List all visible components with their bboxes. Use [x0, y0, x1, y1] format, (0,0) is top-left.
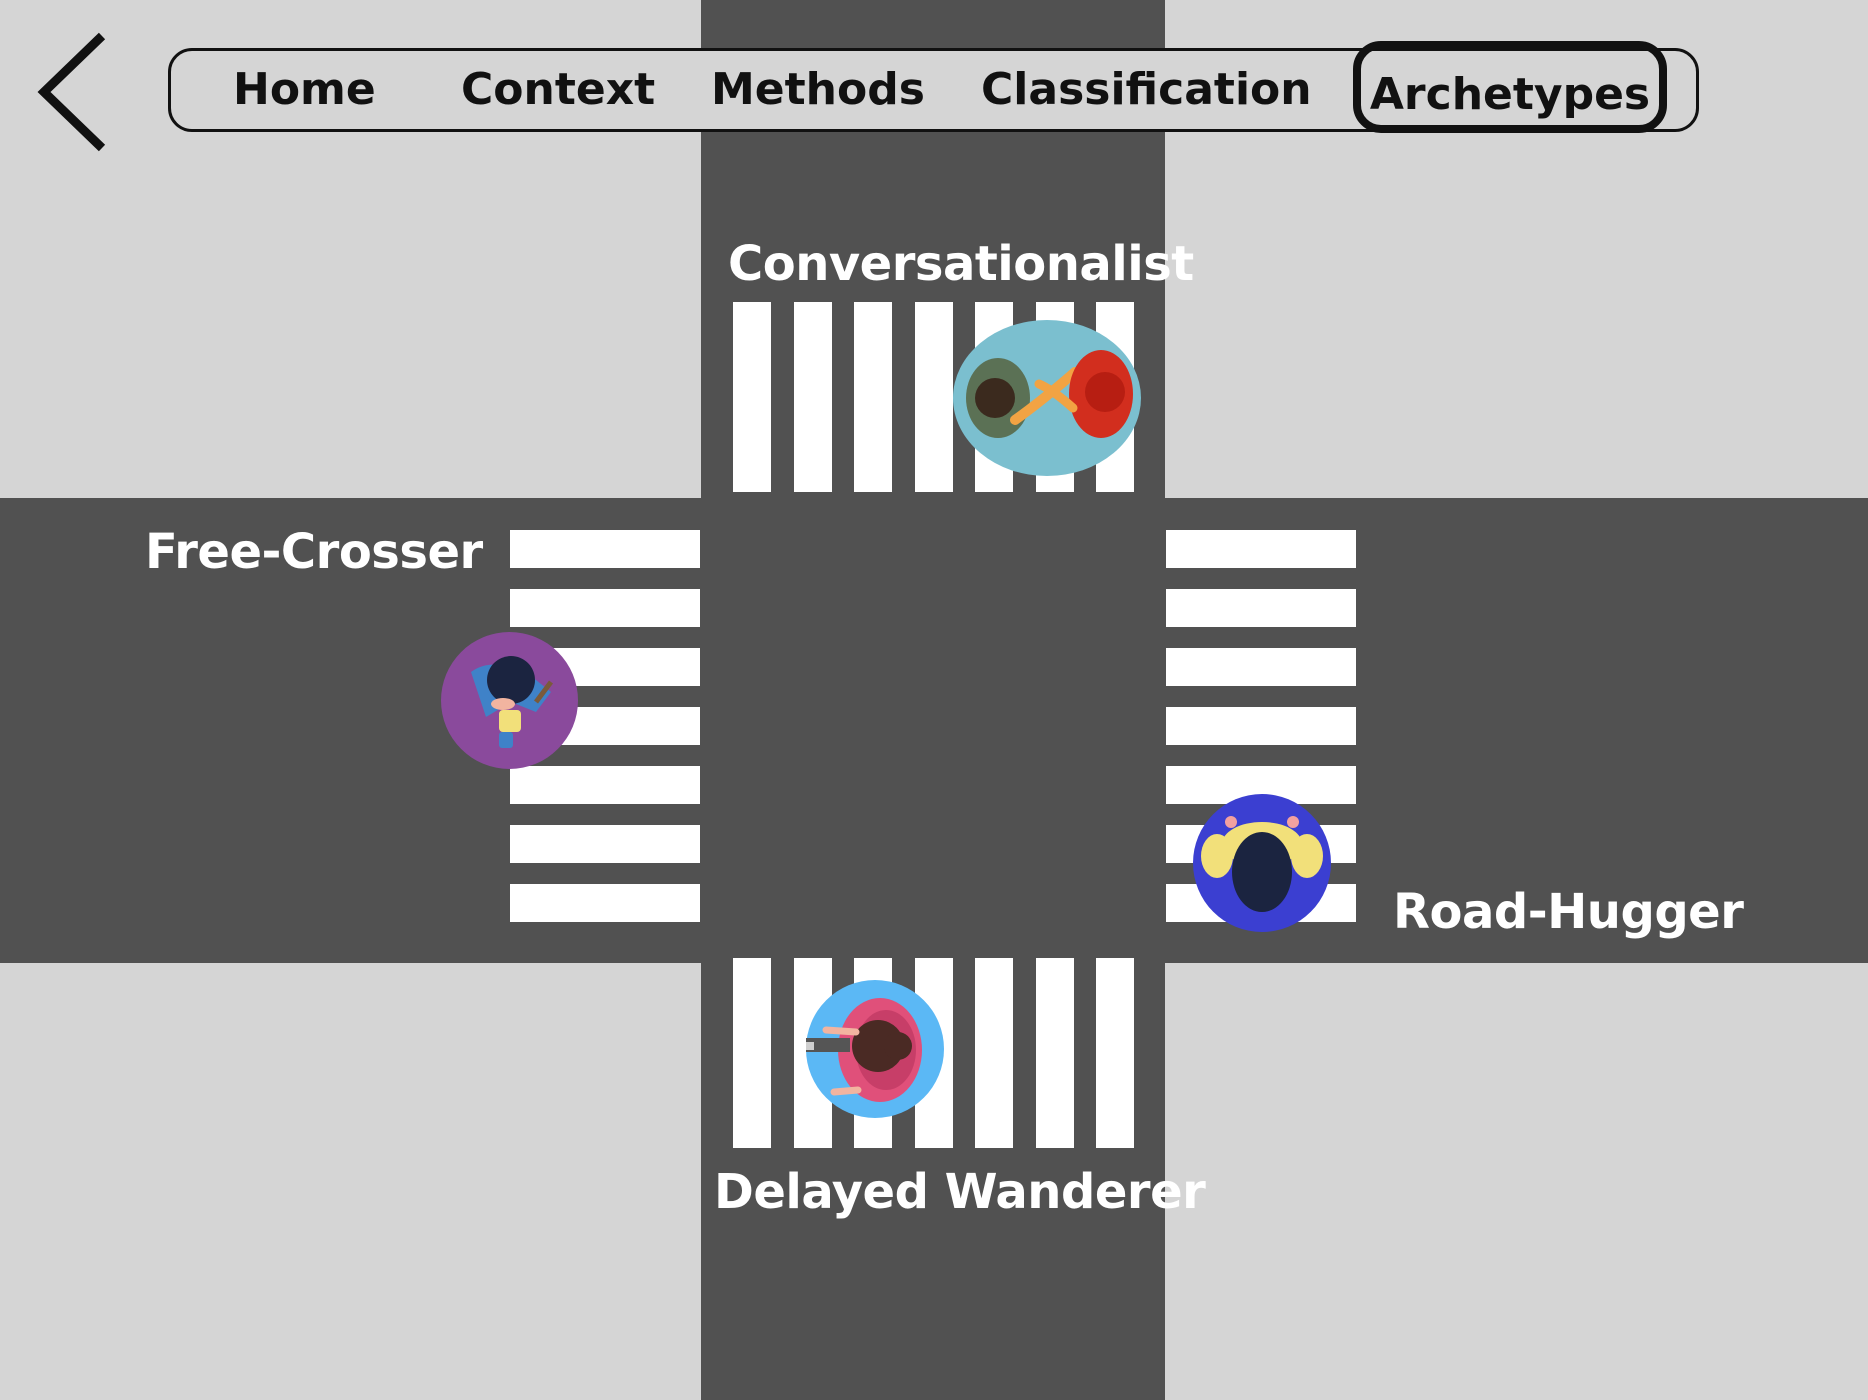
- crosswalk-stripe: [1096, 958, 1134, 1148]
- nav-archetypes[interactable]: Archetypes: [1353, 41, 1667, 133]
- crosswalk-stripe: [975, 958, 1013, 1148]
- road-hugger-avatar[interactable]: [1193, 794, 1331, 932]
- back-button[interactable]: [32, 28, 112, 156]
- crosswalk-stripe: [1166, 589, 1356, 627]
- crosswalk-stripe: [794, 302, 832, 492]
- chevron-left-icon: [37, 32, 106, 152]
- nav-home[interactable]: Home: [233, 64, 376, 115]
- top-nav: Home Context Methods Classification Arch…: [168, 41, 1699, 133]
- crosswalk-stripe: [510, 530, 700, 568]
- pedestrian-walking-icon: [1193, 794, 1331, 932]
- conversationalist-avatar[interactable]: [953, 320, 1141, 476]
- crosswalk-stripe: [510, 766, 700, 804]
- nav-context[interactable]: Context: [461, 64, 656, 115]
- label-delayed-wanderer: Delayed Wanderer: [714, 1164, 1206, 1220]
- crosswalk-stripe: [510, 825, 700, 863]
- label-conversationalist: Conversationalist: [728, 236, 1194, 292]
- delayed-wanderer-avatar[interactable]: [806, 980, 944, 1118]
- crosswalk-stripe: [510, 884, 700, 922]
- crosswalk-stripe: [915, 302, 953, 492]
- crosswalk-stripe: [1166, 707, 1356, 745]
- free-crosser-avatar[interactable]: [441, 632, 578, 769]
- label-road-hugger: Road-Hugger: [1393, 884, 1744, 940]
- nav-methods[interactable]: Methods: [711, 64, 925, 115]
- nav-classification[interactable]: Classification: [981, 64, 1312, 115]
- horizontal-road: [0, 498, 1868, 963]
- crosswalk-stripe: [510, 589, 700, 627]
- crosswalk-stripe: [1166, 648, 1356, 686]
- crosswalk-stripe: [1036, 958, 1074, 1148]
- crosswalk-stripe: [733, 302, 771, 492]
- label-free-crosser: Free-Crosser: [145, 524, 483, 580]
- pedestrian-walking-icon: [441, 632, 578, 769]
- pedestrian-with-phone-icon: [806, 980, 944, 1118]
- crosswalk-stripe: [854, 302, 892, 492]
- crosswalk-stripe: [1166, 530, 1356, 568]
- two-people-talking-icon: [953, 320, 1141, 476]
- crosswalk-stripe: [733, 958, 771, 1148]
